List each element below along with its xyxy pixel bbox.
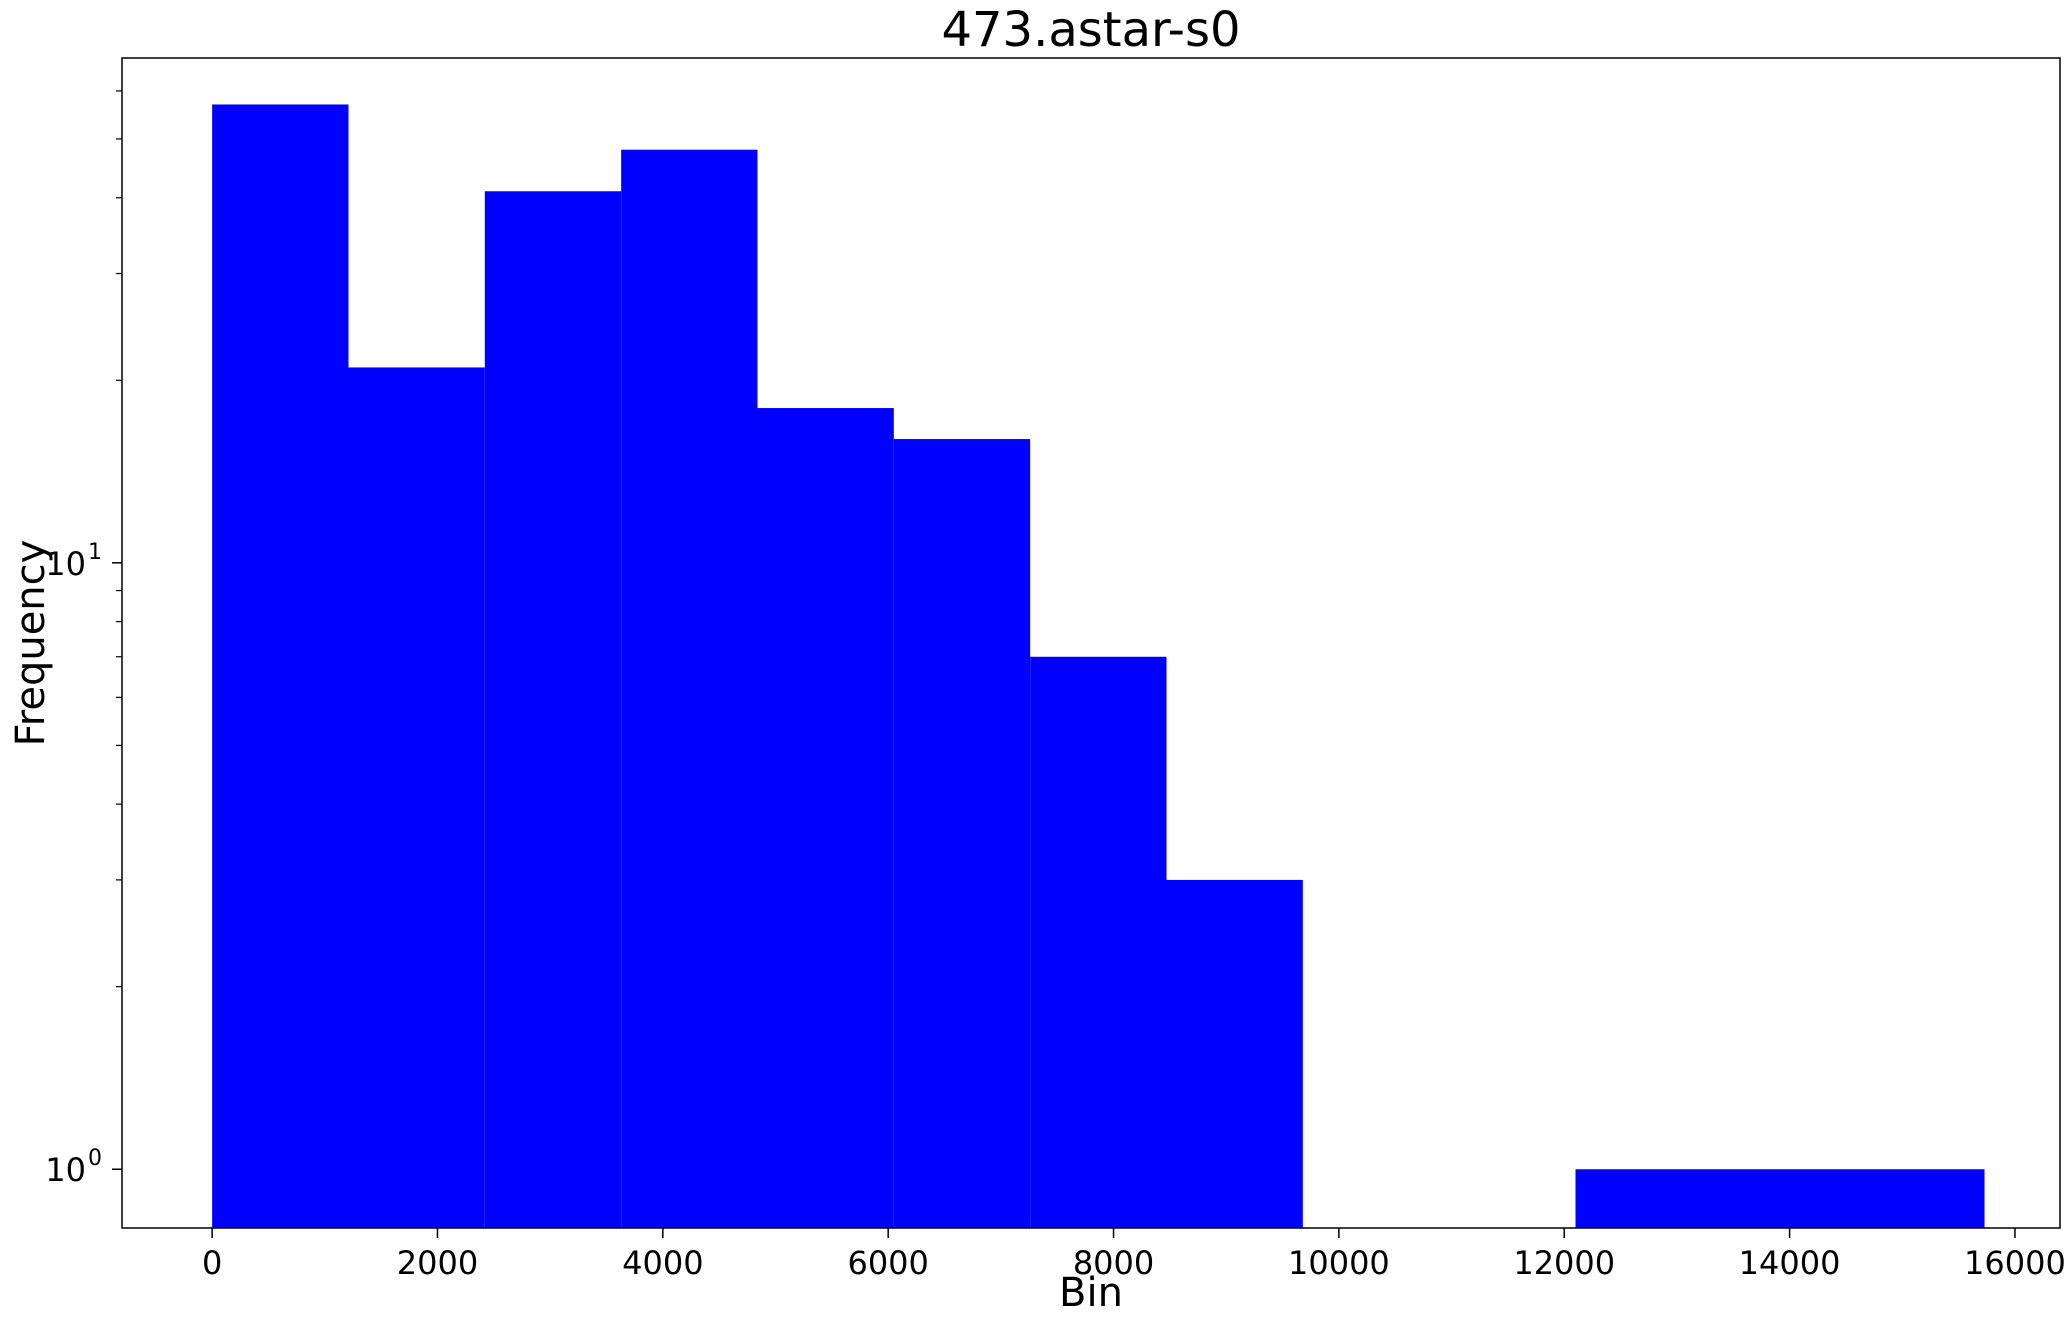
histogram-bar <box>621 149 758 1228</box>
x-axis-label: Bin <box>1059 1270 1123 1316</box>
y-axis-label: Frequency <box>8 540 54 747</box>
histogram-bar <box>1030 656 1167 1228</box>
histogram-bar <box>893 439 1031 1228</box>
x-tick-label: 12000 <box>1513 1244 1615 1282</box>
histogram-bar <box>757 408 894 1228</box>
x-tick-label: 14000 <box>1739 1244 1841 1282</box>
histogram-bars <box>212 104 1985 1229</box>
y-tick-label: 10 <box>45 545 86 583</box>
chart-title: 473.astar-s0 <box>941 2 1240 58</box>
x-tick-label: 8000 <box>1073 1244 1154 1282</box>
histogram-bar <box>212 104 349 1228</box>
y-tick-label: 10 <box>45 1151 86 1189</box>
y-tick-exponent: 1 <box>88 540 102 565</box>
histogram-bar <box>1166 879 1303 1228</box>
histogram-bar <box>1575 1169 1985 1228</box>
y-tick-exponent: 0 <box>88 1146 102 1171</box>
x-tick-label: 0 <box>202 1244 222 1282</box>
plot-area-frame <box>121 57 2061 1229</box>
x-tick-label: 6000 <box>847 1244 928 1282</box>
histogram-bar <box>484 191 622 1228</box>
x-tick-label: 10000 <box>1288 1244 1390 1282</box>
x-tick-label: 4000 <box>622 1244 703 1282</box>
x-tick-label: 2000 <box>397 1244 478 1282</box>
histogram-bar <box>348 367 485 1229</box>
x-axis-ticks: 0 2000 4000 6000 8000 10000 12000 14000 16000 <box>202 1228 2066 1282</box>
x-tick-label: 16000 <box>1964 1244 2066 1282</box>
